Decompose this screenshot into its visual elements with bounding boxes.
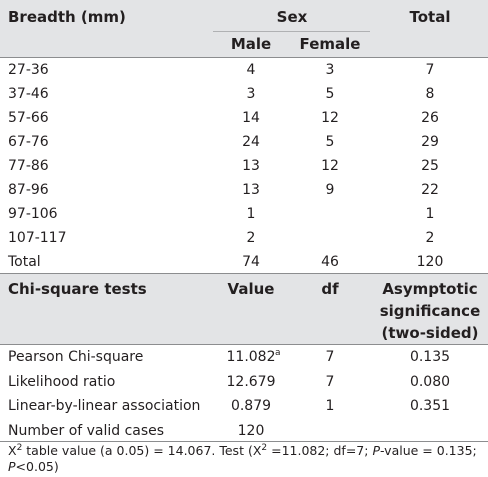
female-cell: 9 — [325, 182, 335, 198]
test-name-cell: Likelihood ratio — [8, 373, 116, 390]
test-name-cell: Pearson Chi-square — [8, 349, 144, 365]
male-header: Male — [230, 35, 272, 53]
chi-square-tests-header: Chi-square tests — [8, 280, 147, 298]
female-cell: 12 — [321, 110, 339, 126]
table-divider — [0, 273, 488, 274]
female-cell: 5 — [325, 134, 335, 150]
total-cell: 29 — [421, 134, 439, 150]
breadth-cell: 87-96 — [8, 182, 49, 198]
test-name-cell: Number of valid cases — [8, 422, 165, 439]
bottom-rule — [0, 441, 488, 442]
female-cell: 12 — [321, 158, 339, 174]
total-cell: 22 — [421, 182, 439, 198]
asymptotic-header-line1: Asymptotic — [382, 280, 478, 298]
significance-cell: 0.080 — [409, 373, 451, 390]
female-header: Female — [299, 35, 361, 53]
total-cell: 26 — [421, 110, 439, 126]
chi-square-header — [0, 274, 488, 344]
male-cell: 13 — [242, 182, 260, 198]
female-cell: 3 — [325, 62, 335, 78]
male-cell: 3 — [246, 86, 256, 102]
male-cell: 4 — [246, 62, 256, 78]
significance-cell: 0.351 — [409, 398, 451, 414]
breadth-cell: 37-46 — [8, 86, 49, 102]
male-cell: 14 — [242, 110, 260, 126]
df-header: df — [321, 280, 339, 298]
female-cell: 46 — [321, 254, 339, 270]
total-cell: 25 — [421, 158, 439, 174]
breadth-cell: 67-76 — [8, 134, 49, 150]
df-cell: 7 — [325, 373, 335, 390]
frequency-table-header — [0, 0, 488, 57]
value-cell: 11.082 — [226, 349, 276, 365]
chi-header-rule — [0, 344, 488, 345]
header-rule — [0, 57, 488, 58]
total-cell: 8 — [425, 86, 435, 102]
male-cell: 1 — [246, 206, 256, 222]
sex-header: Sex — [276, 8, 308, 26]
df-cell: 7 — [325, 349, 335, 365]
breadth-cell: 27-36 — [8, 62, 49, 78]
male-cell: 74 — [242, 254, 260, 270]
breadth-cell: 57-66 — [8, 110, 49, 126]
asymptotic-header-line3: (two-sided) — [381, 324, 479, 342]
significance-cell: 0.135 — [409, 349, 451, 365]
total-cell: 7 — [425, 62, 435, 78]
test-name-cell: Linear-by-linear association — [8, 398, 201, 414]
value-cell: 0.879 — [230, 398, 272, 414]
male-cell: 13 — [242, 158, 260, 174]
df-cell: 1 — [325, 398, 335, 414]
breadth-cell: 77-86 — [8, 158, 49, 174]
breadth-cell: Total — [8, 254, 41, 270]
footnote: X2 table value (a 0.05) = 14.067. Test (… — [8, 442, 477, 474]
sex-subheader-rule — [213, 31, 370, 32]
value-cell: 12.679 — [226, 373, 276, 390]
breadth-header: Breadth (mm) — [8, 8, 126, 26]
asymptotic-header-line2: significance — [379, 302, 481, 320]
total-cell: 2 — [425, 230, 435, 246]
total-header: Total — [409, 8, 451, 26]
total-cell: 120 — [416, 254, 444, 270]
value-cell: 120 — [237, 422, 265, 439]
value-header: Value — [227, 280, 275, 298]
male-cell: 24 — [242, 134, 260, 150]
female-cell: 5 — [325, 86, 335, 102]
male-cell: 2 — [246, 230, 256, 246]
total-cell: 1 — [425, 206, 435, 222]
breadth-cell: 97-106 — [8, 206, 58, 222]
breadth-cell: 107-117 — [8, 230, 67, 246]
